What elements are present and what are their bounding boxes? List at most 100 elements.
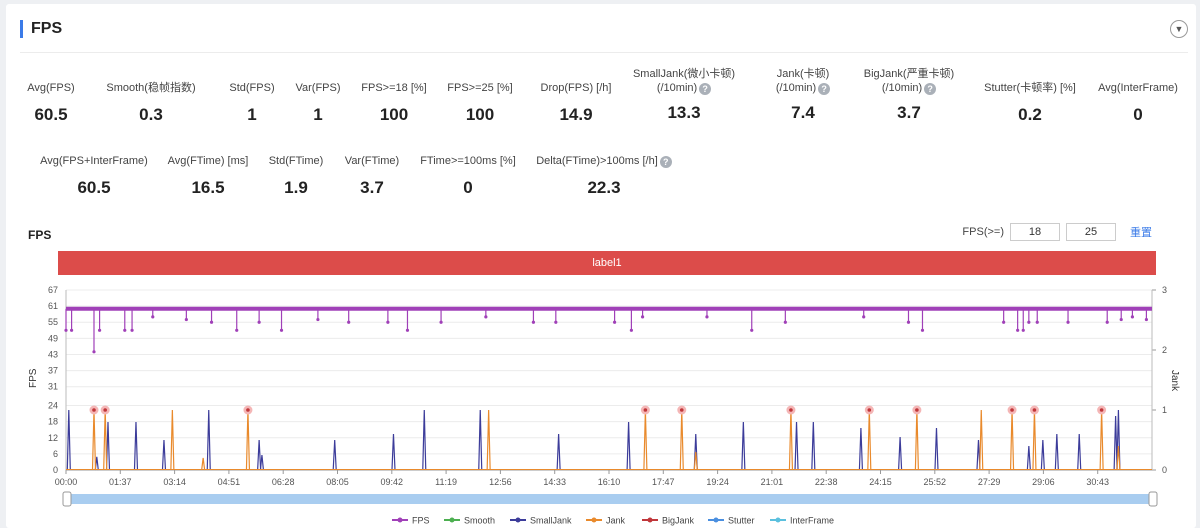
x-tick-label: 21:01 bbox=[761, 477, 784, 487]
metric-value: 14.9 bbox=[559, 105, 593, 124]
metric-11: Avg(InterFrame) 0 bbox=[1068, 81, 1200, 125]
metric2-4: FTime>=100ms [%] 0 bbox=[388, 154, 548, 198]
metric-value: 100 bbox=[379, 105, 409, 124]
y-tick-label: 55 bbox=[48, 317, 58, 327]
jank-spike bbox=[201, 457, 206, 471]
reset-link[interactable]: 重置 bbox=[1130, 227, 1152, 239]
legend-swatch-dot bbox=[591, 517, 597, 523]
legend-swatch-dot bbox=[713, 517, 719, 523]
range-slider-track bbox=[66, 494, 1154, 504]
metric-label: Std(FPS) bbox=[229, 82, 275, 94]
metric-value: 7.4 bbox=[791, 103, 815, 122]
legend-item-jank[interactable]: Jank bbox=[586, 516, 626, 526]
fps-dip-point bbox=[130, 328, 134, 332]
jank-spike bbox=[867, 409, 872, 471]
jank-spike bbox=[170, 409, 175, 471]
metric-value: 60.5 bbox=[34, 105, 68, 124]
metric-label-wrap: Delta(FTime)>100ms [/h]? bbox=[524, 154, 684, 168]
jank-spike bbox=[1099, 409, 1104, 471]
fps-card: FPS ▼ FPS FPS(>=) 重置 label1 061218243137… bbox=[6, 4, 1196, 528]
metric-value: 3.7 bbox=[897, 103, 921, 122]
x-tick-label: 03:14 bbox=[163, 477, 186, 487]
legend-item-fps[interactable]: FPS bbox=[392, 516, 430, 526]
x-tick-label: 17:47 bbox=[652, 477, 675, 487]
fps-dip-point bbox=[347, 320, 351, 324]
range-slider-handle-left[interactable] bbox=[62, 491, 72, 507]
fps-dip-point bbox=[184, 317, 188, 322]
y-tick-label: 24 bbox=[48, 401, 58, 411]
metric-4: FPS>=18 [%] 100 bbox=[324, 81, 464, 125]
legend-item-bigjank[interactable]: BigJank bbox=[642, 516, 695, 526]
legend-item-smalljank[interactable]: SmallJank bbox=[510, 516, 572, 526]
chart-title: FPS bbox=[28, 228, 52, 242]
jank-spike bbox=[103, 409, 108, 471]
legend-swatch-dot bbox=[515, 517, 521, 523]
y-tick-label: 0 bbox=[53, 465, 58, 475]
y-tick-label: 43 bbox=[48, 349, 58, 359]
smalljank-spike bbox=[332, 439, 337, 471]
fps-dip-point bbox=[1027, 320, 1031, 324]
x-tick-label: 24:15 bbox=[869, 477, 892, 487]
legend-swatch-dot bbox=[449, 517, 455, 523]
help-icon[interactable]: ? bbox=[659, 156, 672, 168]
legend-label: FPS bbox=[412, 516, 430, 526]
legend-label: Smooth bbox=[464, 516, 495, 526]
help-icon[interactable]: ? bbox=[924, 83, 937, 95]
smalljank-spike bbox=[1077, 433, 1082, 471]
legend-label: Stutter bbox=[728, 516, 755, 526]
smalljank-spike bbox=[161, 439, 167, 471]
metric-label: Avg(FTime) [ms] bbox=[167, 155, 249, 167]
bigjank-marker bbox=[92, 408, 96, 412]
help-icon[interactable]: ? bbox=[699, 83, 712, 95]
jank-spike bbox=[693, 451, 698, 471]
metric-8: Jank(卡顿) (/10min)? 7.4 bbox=[733, 67, 873, 123]
metric-value: 22.3 bbox=[587, 178, 621, 197]
metric-label: FPS>=25 [%] bbox=[447, 82, 513, 94]
metric-unit-text: (/10min) bbox=[881, 82, 923, 94]
metric2-2: Std(FTime) 1.9 bbox=[216, 154, 376, 198]
legend-item-interframe[interactable]: InterFrame bbox=[770, 516, 834, 526]
smalljank-spike bbox=[794, 421, 799, 471]
x-tick-label: 19:24 bbox=[706, 477, 729, 487]
y-tick-label: 37 bbox=[48, 366, 58, 376]
metric-7: SmallJank(微小卡顿) (/10min)? 13.3 bbox=[614, 67, 754, 123]
legend-item-smooth[interactable]: Smooth bbox=[444, 516, 495, 526]
chevron-down-icon[interactable]: ▼ bbox=[1170, 20, 1188, 38]
metric-label: BigJank(严重卡顿) bbox=[863, 68, 955, 80]
x-tick-label: 22:38 bbox=[815, 477, 838, 487]
header-accent-bar bbox=[20, 20, 23, 38]
fps-dip-point bbox=[705, 315, 709, 319]
y2-tick-label: 2 bbox=[1162, 345, 1167, 355]
metric-label: FTime>=100ms [%] bbox=[420, 155, 516, 167]
fps-dip-point bbox=[1016, 328, 1020, 332]
section-title: FPS bbox=[31, 20, 63, 37]
metric-label: SmallJank(微小卡顿) bbox=[632, 68, 736, 80]
fps-dip-point bbox=[1144, 317, 1149, 322]
metric-label: FPS>=18 [%] bbox=[361, 82, 427, 94]
metric-value: 1 bbox=[247, 105, 257, 124]
x-tick-label: 09:42 bbox=[381, 477, 404, 487]
metric-value: 1.9 bbox=[284, 178, 308, 197]
metric-label: Smooth(稳帧指数) bbox=[106, 82, 196, 94]
metric-10: Stutter(卡顿率) [%] 0.2 bbox=[960, 81, 1100, 125]
help-icon[interactable]: ? bbox=[818, 83, 831, 95]
metric-label: Drop(FPS) [/h] bbox=[540, 82, 612, 94]
fps-dip-point bbox=[209, 320, 214, 324]
metric-3: Var(FPS) 1 bbox=[248, 81, 388, 125]
fps-threshold-input-1[interactable] bbox=[1010, 223, 1060, 241]
legend-item-stutter[interactable]: Stutter bbox=[708, 516, 755, 526]
bigjank-marker bbox=[867, 408, 872, 412]
range-slider-handle-right[interactable] bbox=[1148, 491, 1158, 507]
metric-label: Var(FTime) bbox=[344, 155, 400, 167]
fps-threshold-input-2[interactable] bbox=[1066, 223, 1116, 241]
metric-label-unit: (/10min)? bbox=[839, 81, 979, 95]
legend-swatch-dot bbox=[647, 517, 653, 523]
bigjank-marker bbox=[1099, 408, 1104, 412]
fps-dip-point bbox=[151, 315, 155, 319]
metric-value: 16.5 bbox=[191, 178, 225, 197]
metric-value: 0 bbox=[1133, 105, 1143, 124]
jank-spike bbox=[643, 409, 648, 471]
smalljank-spike bbox=[259, 454, 265, 471]
smalljank-spike bbox=[626, 421, 631, 471]
metric-label-unit: (/10min)? bbox=[733, 81, 873, 95]
